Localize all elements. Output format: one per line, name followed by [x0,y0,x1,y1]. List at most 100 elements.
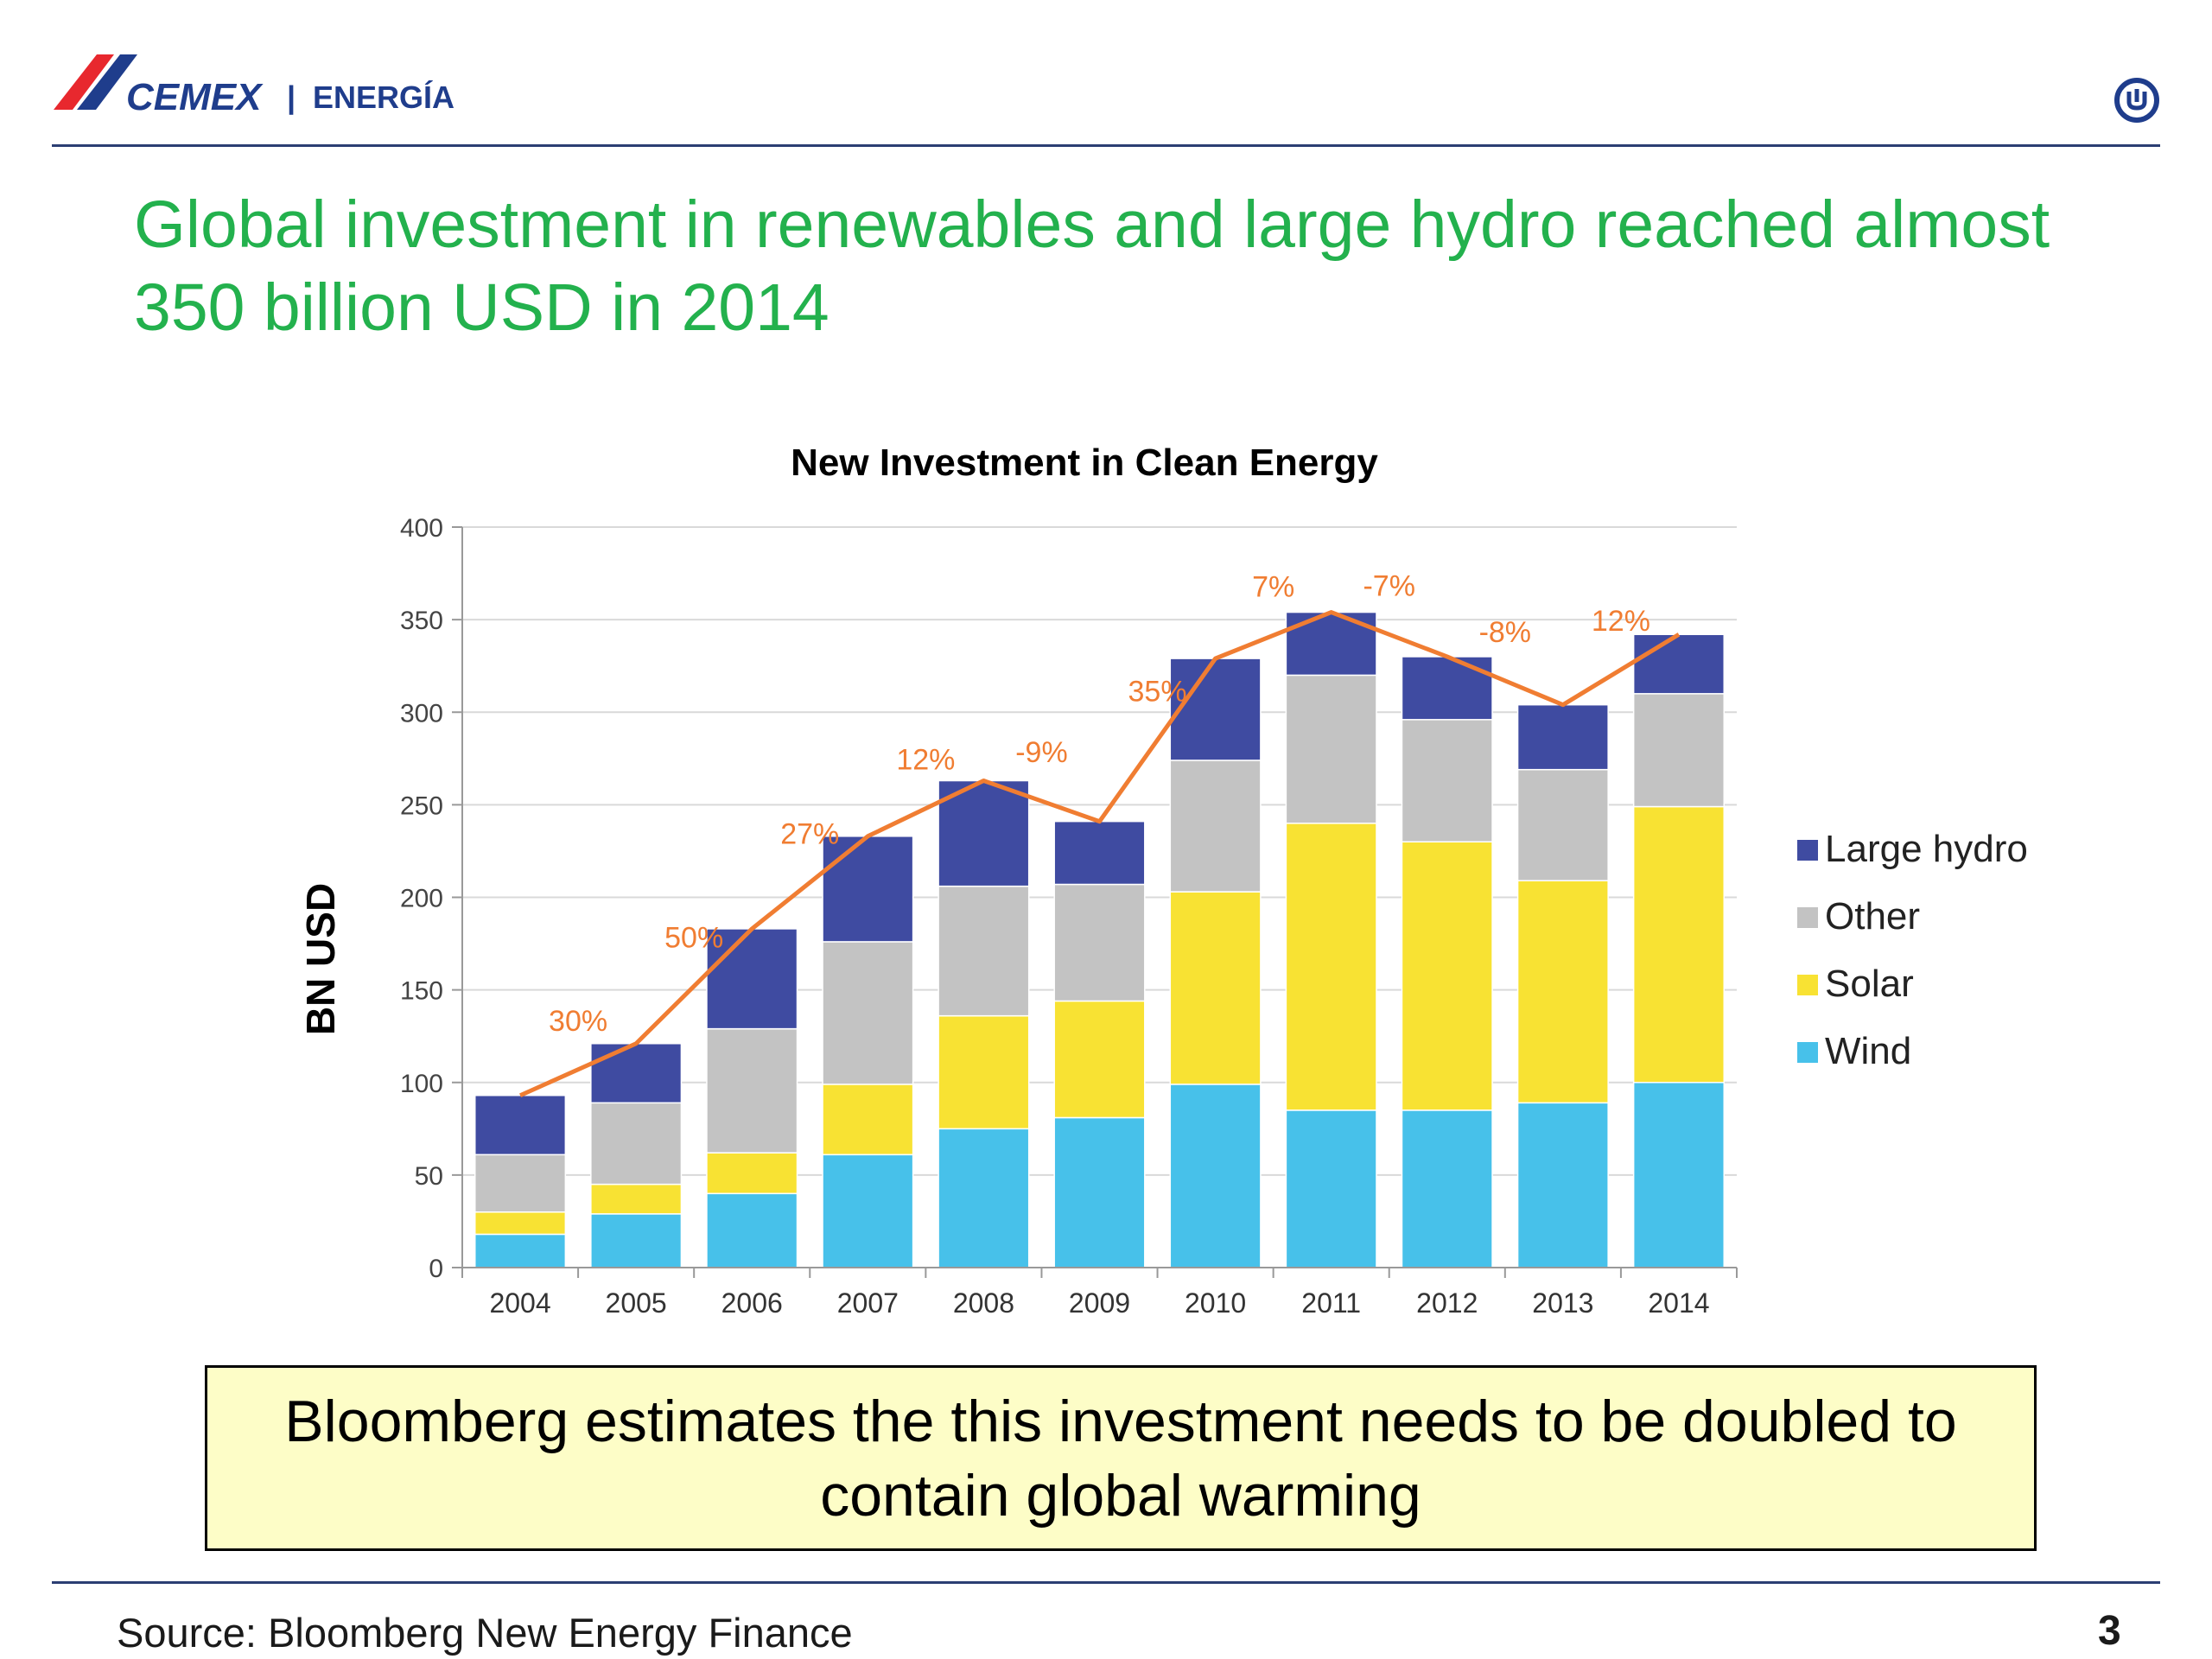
legend-label: Wind [1825,1030,1911,1072]
investment-chart: New Investment in Clean Energy BN USD 0 5… [298,442,2028,1319]
x-tick-label: 2005 [606,1287,667,1319]
legend-label: Solar [1825,963,1914,1005]
bar-segment [1169,891,1262,1085]
bar-segment [1053,1000,1146,1119]
bar-segment [822,1154,914,1268]
y-tick-label: 300 [400,699,443,728]
bar-segment [822,836,914,943]
bar-segment [590,1102,683,1185]
y-tick-label: 50 [415,1162,443,1191]
bar-segment [1401,1109,1493,1268]
bar-segment [590,1213,683,1268]
bar-segment [1053,883,1146,1002]
bar-segment [1516,703,1609,771]
bar-segment [706,928,798,1030]
x-tick-label: 2004 [489,1287,550,1319]
header-divider [52,144,2160,147]
x-tick-label: 2008 [953,1287,1014,1319]
legend-label: Large hydro [1825,828,2028,870]
y-axis-label: BN USD [298,883,343,1035]
growth-label: -9% [1015,736,1067,769]
bar-segment [1632,1082,1725,1268]
bar-segment [1401,719,1493,842]
footer-divider [52,1581,2160,1584]
legend-swatch [1797,907,1818,928]
bar-segment [822,941,914,1085]
x-tick-label: 2006 [721,1287,783,1319]
x-tick-label: 2010 [1185,1287,1246,1319]
bar-segment [1516,1102,1609,1268]
logo-blue-stripe [77,54,137,110]
bar-segment [706,1192,798,1268]
bar-segment [1053,820,1146,886]
bar-segment [474,1233,567,1268]
bar-segment [938,779,1030,887]
x-tick-label: 2011 [1301,1287,1361,1319]
bar-segment [1632,693,1725,808]
y-tick-label: 400 [400,514,443,543]
growth-label: 35% [1128,675,1187,708]
page-number: 3 [2098,1608,2121,1654]
bar-segment [706,1152,798,1195]
callout-text: Bloomberg estimates the this investment … [284,1388,1957,1529]
chart-bars [474,611,1725,1268]
cemex-energia-logo: CEMEX | ENERGÍA [54,54,454,118]
bar-segment [1285,674,1377,824]
bar-segment [1401,841,1493,1111]
legend-swatch [1797,975,1818,995]
brand-name: CEMEX [126,76,264,118]
y-tick-label: 150 [400,977,443,1006]
bar-segment [1401,656,1493,721]
bar-segment [474,1211,567,1236]
bar-segment [1632,805,1725,1084]
legend-label: Other [1825,895,1920,938]
chart-title: New Investment in Clean Energy [791,442,1378,484]
x-tick-label: 2013 [1532,1287,1593,1319]
bar-segment [1285,611,1377,677]
bar-segment [822,1084,914,1156]
legend-swatch [1797,1042,1818,1063]
bar-segment [706,1027,798,1154]
total-line: 30% 50% 27% 12% -9% 35% 7% -7% -8% 12% [519,569,1681,1098]
growth-label: 30% [549,1005,607,1038]
y-tick-label: 250 [400,791,443,820]
x-tick-label: 2012 [1416,1287,1478,1319]
growth-label: 7% [1252,570,1294,603]
legend-swatch [1797,840,1818,861]
growth-label: 12% [1592,605,1650,638]
bar-segment [1169,658,1262,761]
bar-segment [1169,1084,1262,1268]
bar-segment [1285,823,1377,1111]
growth-label: -7% [1363,569,1414,602]
slide-title: Global investment in renewables and larg… [134,188,2050,345]
bar-segment [474,1154,567,1213]
logo-red-stripe [54,54,114,110]
callout-box: Bloomberg estimates the this investment … [205,1365,2037,1551]
bar-segment [1516,768,1609,881]
bar-segment [1285,1109,1377,1268]
y-tick-label: 0 [429,1255,443,1283]
bar-segment [938,1014,1030,1130]
chart-axes: 0 50 100 150 200 250 300 350 400 2004 2005 2006 2007… [400,514,1738,1319]
bar-segment [590,1043,683,1104]
chart-legend: Large hydro Other Solar Wind [1797,828,2028,1072]
growth-label: -8% [1479,616,1531,649]
bar-segment [474,1094,567,1156]
bar-segment [1516,880,1609,1104]
x-tick-label: 2009 [1069,1287,1130,1319]
growth-label: 12% [896,744,955,777]
source-note: Source: Bloomberg New Energy Finance [117,1610,853,1656]
bar-segment [1632,633,1725,695]
x-tick-label: 2014 [1648,1287,1709,1319]
growth-label: 27% [780,817,839,850]
logo-divider: | [287,79,296,116]
bar-segment [1169,760,1262,893]
division-name: ENERGÍA [313,79,454,115]
power-icon[interactable] [2113,76,2161,124]
bar-segment [1053,1116,1146,1268]
y-tick-label: 100 [400,1070,443,1098]
bar-segment [938,1128,1030,1268]
x-tick-label: 2007 [837,1287,899,1319]
y-tick-label: 200 [400,885,443,913]
total-trend-line [519,610,1681,1098]
